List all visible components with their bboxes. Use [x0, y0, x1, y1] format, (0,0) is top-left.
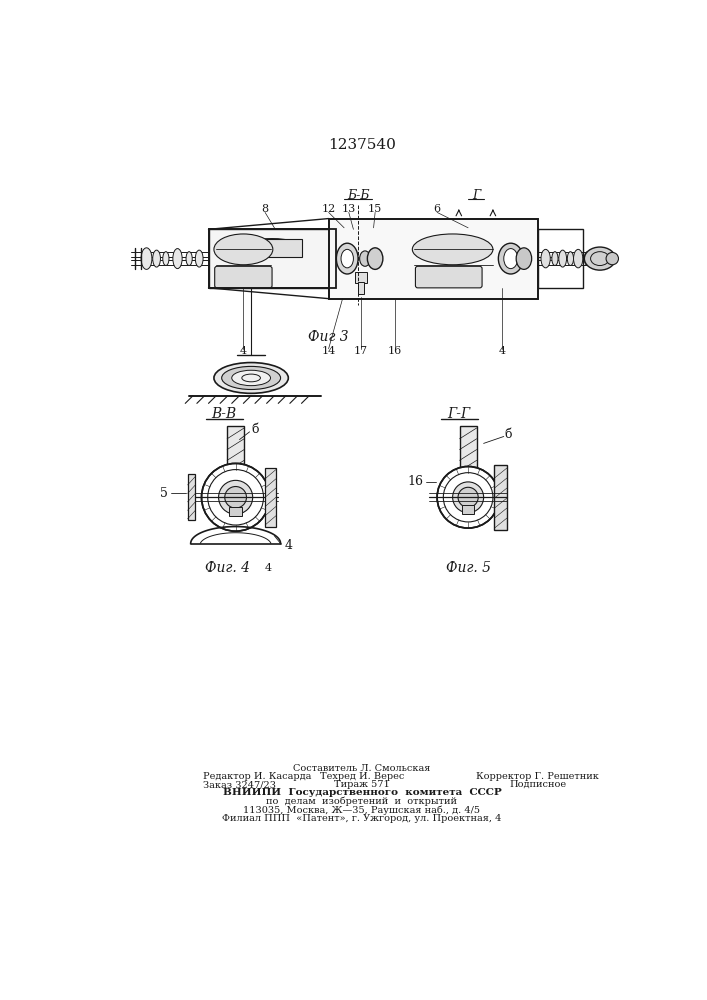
Bar [265, 468, 276, 527]
Ellipse shape [552, 252, 558, 266]
Ellipse shape [458, 487, 478, 507]
Text: Фиг 3: Фиг 3 [308, 330, 349, 344]
Ellipse shape [141, 248, 152, 269]
Ellipse shape [541, 249, 550, 268]
Ellipse shape [225, 487, 247, 508]
Ellipse shape [173, 249, 182, 269]
Text: 1237540: 1237540 [328, 138, 396, 152]
Ellipse shape [368, 248, 383, 269]
Bar [462, 505, 474, 514]
Text: Г: Г [472, 189, 480, 202]
Text: 6: 6 [433, 204, 440, 214]
Text: Подписное: Подписное [509, 780, 566, 789]
Text: 8: 8 [262, 204, 269, 214]
Bar [494, 465, 507, 530]
Bar [209, 229, 337, 288]
Text: Филиал ППП  «Патент», г. Ужгород, ул. Проектная, 4: Филиал ППП «Патент», г. Ужгород, ул. Про… [222, 814, 502, 823]
Ellipse shape [341, 249, 354, 268]
Ellipse shape [498, 243, 523, 274]
Ellipse shape [222, 366, 281, 389]
Text: ВНИИПИ  Государственного  комитета  СССР: ВНИИПИ Государственного комитета СССР [223, 788, 501, 797]
Text: 15: 15 [368, 204, 382, 214]
Ellipse shape [232, 370, 271, 386]
Text: 4: 4 [264, 563, 271, 573]
Ellipse shape [585, 247, 615, 270]
Text: Корректор Г. Решетник: Корректор Г. Решетник [477, 772, 600, 781]
Ellipse shape [585, 252, 590, 266]
Ellipse shape [504, 249, 518, 269]
Text: 17: 17 [354, 346, 368, 356]
Ellipse shape [242, 239, 303, 257]
Bar [187, 474, 195, 520]
Ellipse shape [516, 248, 532, 269]
Text: 5: 5 [160, 487, 168, 500]
Ellipse shape [567, 252, 573, 266]
Bar [209, 229, 337, 288]
Text: Техред И. Верес: Техред И. Верес [320, 772, 404, 781]
Ellipse shape [559, 250, 566, 267]
Ellipse shape [360, 251, 370, 266]
Bar [414, 234, 491, 265]
FancyBboxPatch shape [416, 266, 482, 288]
Ellipse shape [153, 250, 160, 267]
Bar [355, 272, 368, 283]
Text: Б-Б: Б-Б [347, 189, 369, 202]
Ellipse shape [337, 243, 358, 274]
Text: Фиг. 5: Фиг. 5 [445, 561, 491, 575]
Text: Составитель Л. Смольская: Составитель Л. Смольская [293, 764, 431, 773]
Text: 4: 4 [498, 346, 506, 356]
Ellipse shape [214, 234, 273, 265]
Ellipse shape [573, 249, 583, 268]
Bar [209, 229, 337, 288]
Ellipse shape [214, 363, 288, 393]
Bar [329, 219, 538, 299]
Text: по  делам  изобретений  и  открытий: по делам изобретений и открытий [267, 797, 457, 806]
Ellipse shape [412, 234, 493, 265]
Text: Редактор И. Касарда: Редактор И. Касарда [203, 772, 312, 781]
Text: 16: 16 [407, 475, 423, 488]
Bar [242, 239, 303, 257]
Bar [358, 282, 364, 294]
Text: 4: 4 [284, 539, 292, 552]
Ellipse shape [163, 252, 169, 266]
Ellipse shape [186, 252, 192, 266]
Bar [227, 426, 244, 483]
Bar [538, 229, 583, 288]
Bar [230, 507, 242, 516]
Bar [460, 426, 477, 483]
Text: 12: 12 [322, 204, 336, 214]
Bar [216, 234, 271, 265]
Text: 14: 14 [322, 346, 336, 356]
Text: б: б [505, 428, 512, 441]
Ellipse shape [437, 466, 499, 528]
Ellipse shape [201, 463, 270, 531]
Text: Фиг. 4: Фиг. 4 [205, 561, 250, 575]
Text: б: б [251, 423, 259, 436]
FancyBboxPatch shape [215, 266, 272, 288]
Text: Заказ 3247/23: Заказ 3247/23 [203, 780, 276, 789]
Text: 4: 4 [240, 346, 247, 356]
Text: 113035, Москва, Ж—35, Раушская наб., д. 4/5: 113035, Москва, Ж—35, Раушская наб., д. … [243, 805, 481, 815]
Text: В-В: В-В [211, 407, 237, 421]
Text: 16: 16 [387, 346, 402, 356]
Text: 13: 13 [341, 204, 356, 214]
Ellipse shape [195, 250, 203, 267]
Ellipse shape [452, 482, 484, 513]
Text: Г-Г: Г-Г [448, 407, 470, 421]
Ellipse shape [218, 480, 252, 514]
Text: Тираж 571: Тираж 571 [334, 780, 390, 789]
Ellipse shape [606, 252, 619, 265]
Bar [329, 219, 538, 299]
